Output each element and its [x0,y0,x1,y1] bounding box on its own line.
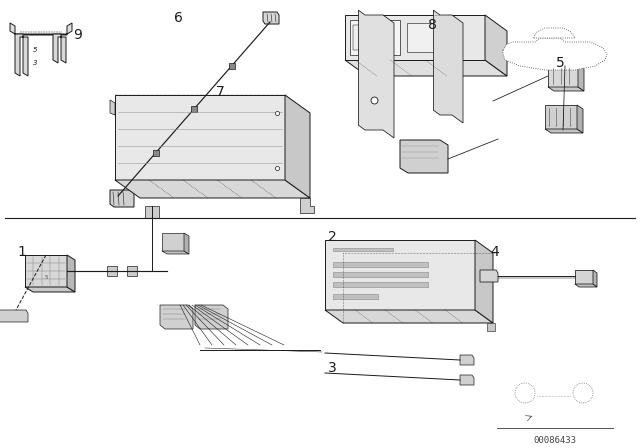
Polygon shape [195,305,228,329]
Polygon shape [460,375,474,385]
Polygon shape [325,240,475,310]
Polygon shape [325,310,493,323]
Bar [333,262,428,267]
Bar [127,266,137,276]
Polygon shape [53,34,66,63]
Text: 3: 3 [328,361,337,375]
Text: 8: 8 [428,18,437,32]
Polygon shape [25,287,75,292]
Polygon shape [0,310,28,322]
Polygon shape [548,65,578,87]
Polygon shape [184,233,189,254]
Polygon shape [345,60,507,76]
Polygon shape [575,270,593,284]
Polygon shape [162,233,184,251]
Polygon shape [160,305,193,329]
Bar [487,323,495,331]
Polygon shape [400,140,448,173]
Polygon shape [353,25,393,50]
Polygon shape [545,129,583,133]
Polygon shape [593,270,597,287]
Bar [333,282,428,287]
Polygon shape [545,105,577,129]
Bar [333,272,428,277]
Polygon shape [350,20,400,55]
Text: 5: 5 [556,56,564,70]
Polygon shape [115,180,310,198]
Polygon shape [115,95,285,180]
Bar [333,248,393,251]
Polygon shape [162,251,189,254]
Text: 00086433: 00086433 [534,435,577,444]
Polygon shape [460,355,474,365]
Text: 2: 2 [328,230,337,244]
Polygon shape [10,23,72,35]
Polygon shape [548,87,584,91]
Polygon shape [67,255,75,292]
Polygon shape [475,240,493,323]
Polygon shape [480,270,498,282]
Polygon shape [575,284,597,287]
Bar [333,294,378,299]
Text: 5: 5 [33,47,37,53]
Polygon shape [407,23,445,52]
Polygon shape [263,12,279,24]
Polygon shape [433,10,463,123]
Bar [145,206,159,218]
Polygon shape [115,95,310,113]
Polygon shape [110,190,134,207]
Text: 9: 9 [73,28,82,42]
Polygon shape [577,105,583,133]
Polygon shape [285,95,310,198]
Polygon shape [15,34,28,76]
Polygon shape [503,38,607,70]
Polygon shape [300,198,314,213]
Polygon shape [25,255,67,287]
Polygon shape [578,65,584,91]
Polygon shape [533,28,575,38]
Polygon shape [345,15,485,60]
Bar [107,266,117,276]
Polygon shape [358,10,394,138]
Text: 1: 1 [17,245,26,259]
Text: 6: 6 [174,11,183,25]
Text: 4: 4 [490,245,499,259]
Text: 7: 7 [216,85,225,99]
Polygon shape [485,15,507,76]
Text: 5: 5 [44,275,48,280]
Text: 3: 3 [33,60,37,66]
Polygon shape [110,100,115,115]
